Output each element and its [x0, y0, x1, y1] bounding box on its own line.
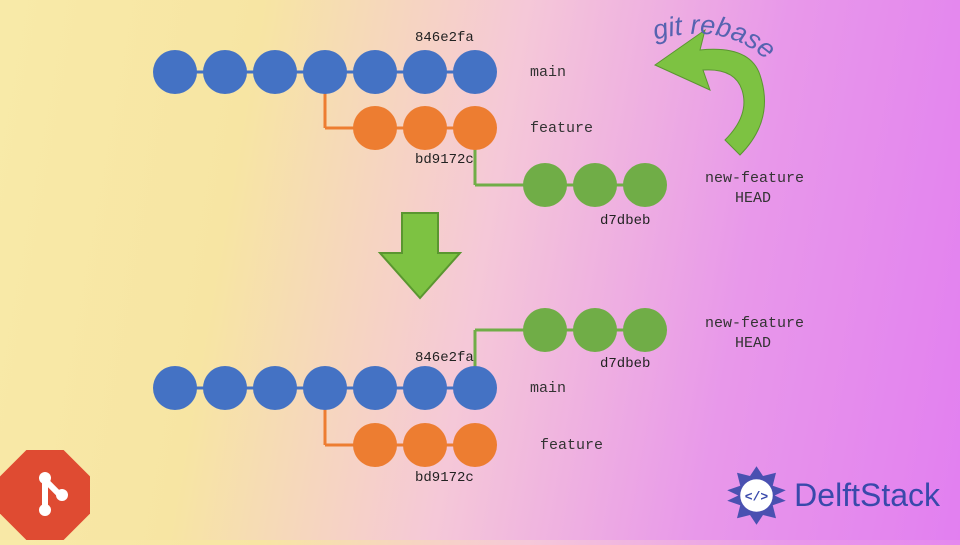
git-rebase-diagram: git rebase 846e2fa main feature bd9172c …	[0, 0, 960, 540]
commit-newfeature-3	[623, 163, 667, 207]
commit-main-b6	[403, 366, 447, 410]
commit-feature-1	[353, 106, 397, 150]
commit-newfeature-2	[573, 163, 617, 207]
feature-label-bottom: feature	[540, 437, 603, 454]
commit-main-2	[203, 50, 247, 94]
main-label-bottom: main	[530, 380, 566, 397]
feature-hash-bottom: bd9172c	[415, 470, 474, 486]
svg-text:</>: </>	[745, 490, 769, 505]
git-logo-icon	[0, 450, 90, 540]
commit-main-4	[303, 50, 347, 94]
main-hash-top: 846e2fa	[415, 30, 474, 46]
commit-main-3	[253, 50, 297, 94]
commit-feature-2	[403, 106, 447, 150]
commit-main-5	[353, 50, 397, 94]
commit-main-1	[153, 50, 197, 94]
delftstack-icon: </>	[724, 463, 789, 528]
newfeature-label-bottom: new-feature	[705, 315, 804, 332]
commit-feature-b1	[353, 423, 397, 467]
commit-main-b2	[203, 366, 247, 410]
commit-main-b7	[453, 366, 497, 410]
down-arrow-icon	[380, 213, 460, 298]
newfeature-hash-top: d7dbeb	[600, 213, 650, 229]
commit-main-b1	[153, 366, 197, 410]
head-label-bottom: HEAD	[735, 335, 771, 352]
commit-main-b4	[303, 366, 347, 410]
commit-main-6	[403, 50, 447, 94]
delftstack-logo: </> DelftStack	[724, 463, 940, 528]
newfeature-label-top: new-feature	[705, 170, 804, 187]
commit-feature-b2	[403, 423, 447, 467]
commit-feature-b3	[453, 423, 497, 467]
commit-main-7	[453, 50, 497, 94]
feature-hash-top: bd9172c	[415, 152, 474, 168]
commit-newfeature-b2	[573, 308, 617, 352]
commit-newfeature-b1	[523, 308, 567, 352]
main-hash-bottom: 846e2fa	[415, 350, 474, 366]
commit-newfeature-1	[523, 163, 567, 207]
newfeature-hash-bottom: d7dbeb	[600, 356, 650, 372]
brand-text: DelftStack	[794, 477, 940, 514]
commit-main-b5	[353, 366, 397, 410]
main-label-top: main	[530, 64, 566, 81]
feature-label-top: feature	[530, 120, 593, 137]
commit-newfeature-b3	[623, 308, 667, 352]
head-label-top: HEAD	[735, 190, 771, 207]
commit-feature-3	[453, 106, 497, 150]
commit-main-b3	[253, 366, 297, 410]
